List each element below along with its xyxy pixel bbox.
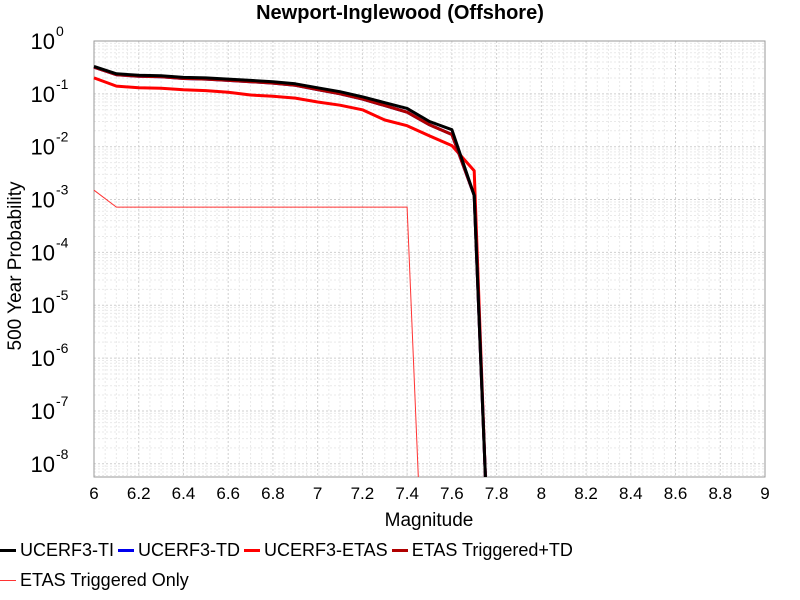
- y-tick-exponent: -3: [56, 182, 69, 198]
- y-tick-label: 10: [31, 240, 55, 265]
- x-tick-label: 9: [760, 484, 769, 503]
- legend-item-ucerf3-ti: UCERF3-TI: [0, 539, 114, 561]
- legend-row-2: ETAS Triggered Only: [0, 569, 193, 591]
- x-tick-label: 7: [313, 484, 322, 503]
- x-tick-label: 6.6: [216, 484, 240, 503]
- y-tick-label: 10: [31, 29, 55, 54]
- series-line-ucerf3-ti: [93, 64, 487, 478]
- chart-title: Newport-Inglewood (Offshore): [256, 2, 544, 24]
- legend-label: UCERF3-ETAS: [264, 539, 388, 560]
- legend-label: UCERF3-TD: [138, 539, 240, 560]
- y-tick-label: 10: [31, 188, 55, 213]
- series-line-ucerf3-etas: [93, 76, 487, 478]
- legend-swatch: [0, 548, 16, 552]
- legend-row-1: UCERF3-TI UCERF3-TD UCERF3-ETAS ETAS Tri…: [0, 539, 577, 561]
- y-tick-label: 10: [31, 135, 55, 160]
- legend-item-etas-triggered-only: ETAS Triggered Only: [0, 569, 189, 591]
- x-tick-label: 7.6: [440, 484, 464, 503]
- legend-item-ucerf3-etas: UCERF3-ETAS: [244, 539, 388, 561]
- legend-item-ucerf3-td: UCERF3-TD: [118, 539, 240, 561]
- legend-swatch: [0, 579, 16, 581]
- x-tick-label: 8.2: [574, 484, 598, 503]
- x-tick-label: 6.4: [172, 484, 196, 503]
- y-tick-exponent: -6: [56, 340, 69, 356]
- y-tick-exponent: -2: [56, 129, 69, 145]
- x-tick-label: 8.6: [664, 484, 688, 503]
- legend-item-etas-triggered-td: ETAS Triggered+TD: [391, 539, 573, 561]
- x-tick-label: 7.8: [485, 484, 509, 503]
- x-tick-label: 8.4: [619, 484, 643, 503]
- x-tick-label: 8.8: [708, 484, 732, 503]
- series-layer: [93, 64, 487, 478]
- legend-swatch: [118, 548, 134, 552]
- x-axis-label: Magnitude: [385, 510, 474, 531]
- x-tick-label: 7.4: [395, 484, 419, 503]
- series-line-etas-triggered-only: [93, 189, 419, 478]
- grid: [93, 40, 766, 477]
- y-tick-exponent: 0: [56, 23, 64, 39]
- series-line-etas-triggered-td: [93, 65, 487, 478]
- y-tick-label: 10: [31, 293, 55, 318]
- legend-label: ETAS Triggered Only: [20, 569, 189, 590]
- y-tick-label: 10: [31, 399, 55, 424]
- x-tick-label: 6.2: [127, 484, 151, 503]
- y-tick-label: 10: [31, 346, 55, 371]
- y-tick-exponent: -8: [56, 446, 69, 462]
- legend-swatch: [244, 548, 260, 552]
- y-tick-exponent: -4: [56, 234, 69, 250]
- y-tick-exponent: -1: [56, 76, 69, 92]
- x-tick-label: 6: [89, 484, 98, 503]
- chart: Newport-Inglewood (Offshore) 6 6.2 6.4 6.6 6…: [5, 2, 770, 531]
- legend-label: ETAS Triggered+TD: [411, 539, 573, 560]
- y-tick-exponent: -5: [56, 287, 69, 303]
- legend: UCERF3-TI UCERF3-TD UCERF3-ETAS ETAS Tri…: [0, 538, 800, 600]
- series-line-ucerf3-td: [93, 65, 487, 478]
- legend-swatch: [391, 548, 408, 552]
- legend-label: UCERF3-TI: [20, 539, 114, 560]
- x-tick-labels: 6 6.2 6.4 6.6 6.8 7 7.2 7.4 7.6 7.8 8 8.2 8.4 8.6 8.8 9: [89, 484, 769, 503]
- y-tick-exponent: -7: [56, 393, 69, 409]
- y-axis-label: 500 Year Probability: [5, 181, 26, 351]
- x-tick-label: 6.8: [261, 484, 285, 503]
- plot-area: [93, 40, 766, 478]
- x-tick-label: 7.2: [351, 484, 375, 503]
- x-tick-label: 8: [537, 484, 546, 503]
- y-tick-label: 10: [31, 82, 55, 107]
- y-tick-label: 10: [31, 452, 55, 477]
